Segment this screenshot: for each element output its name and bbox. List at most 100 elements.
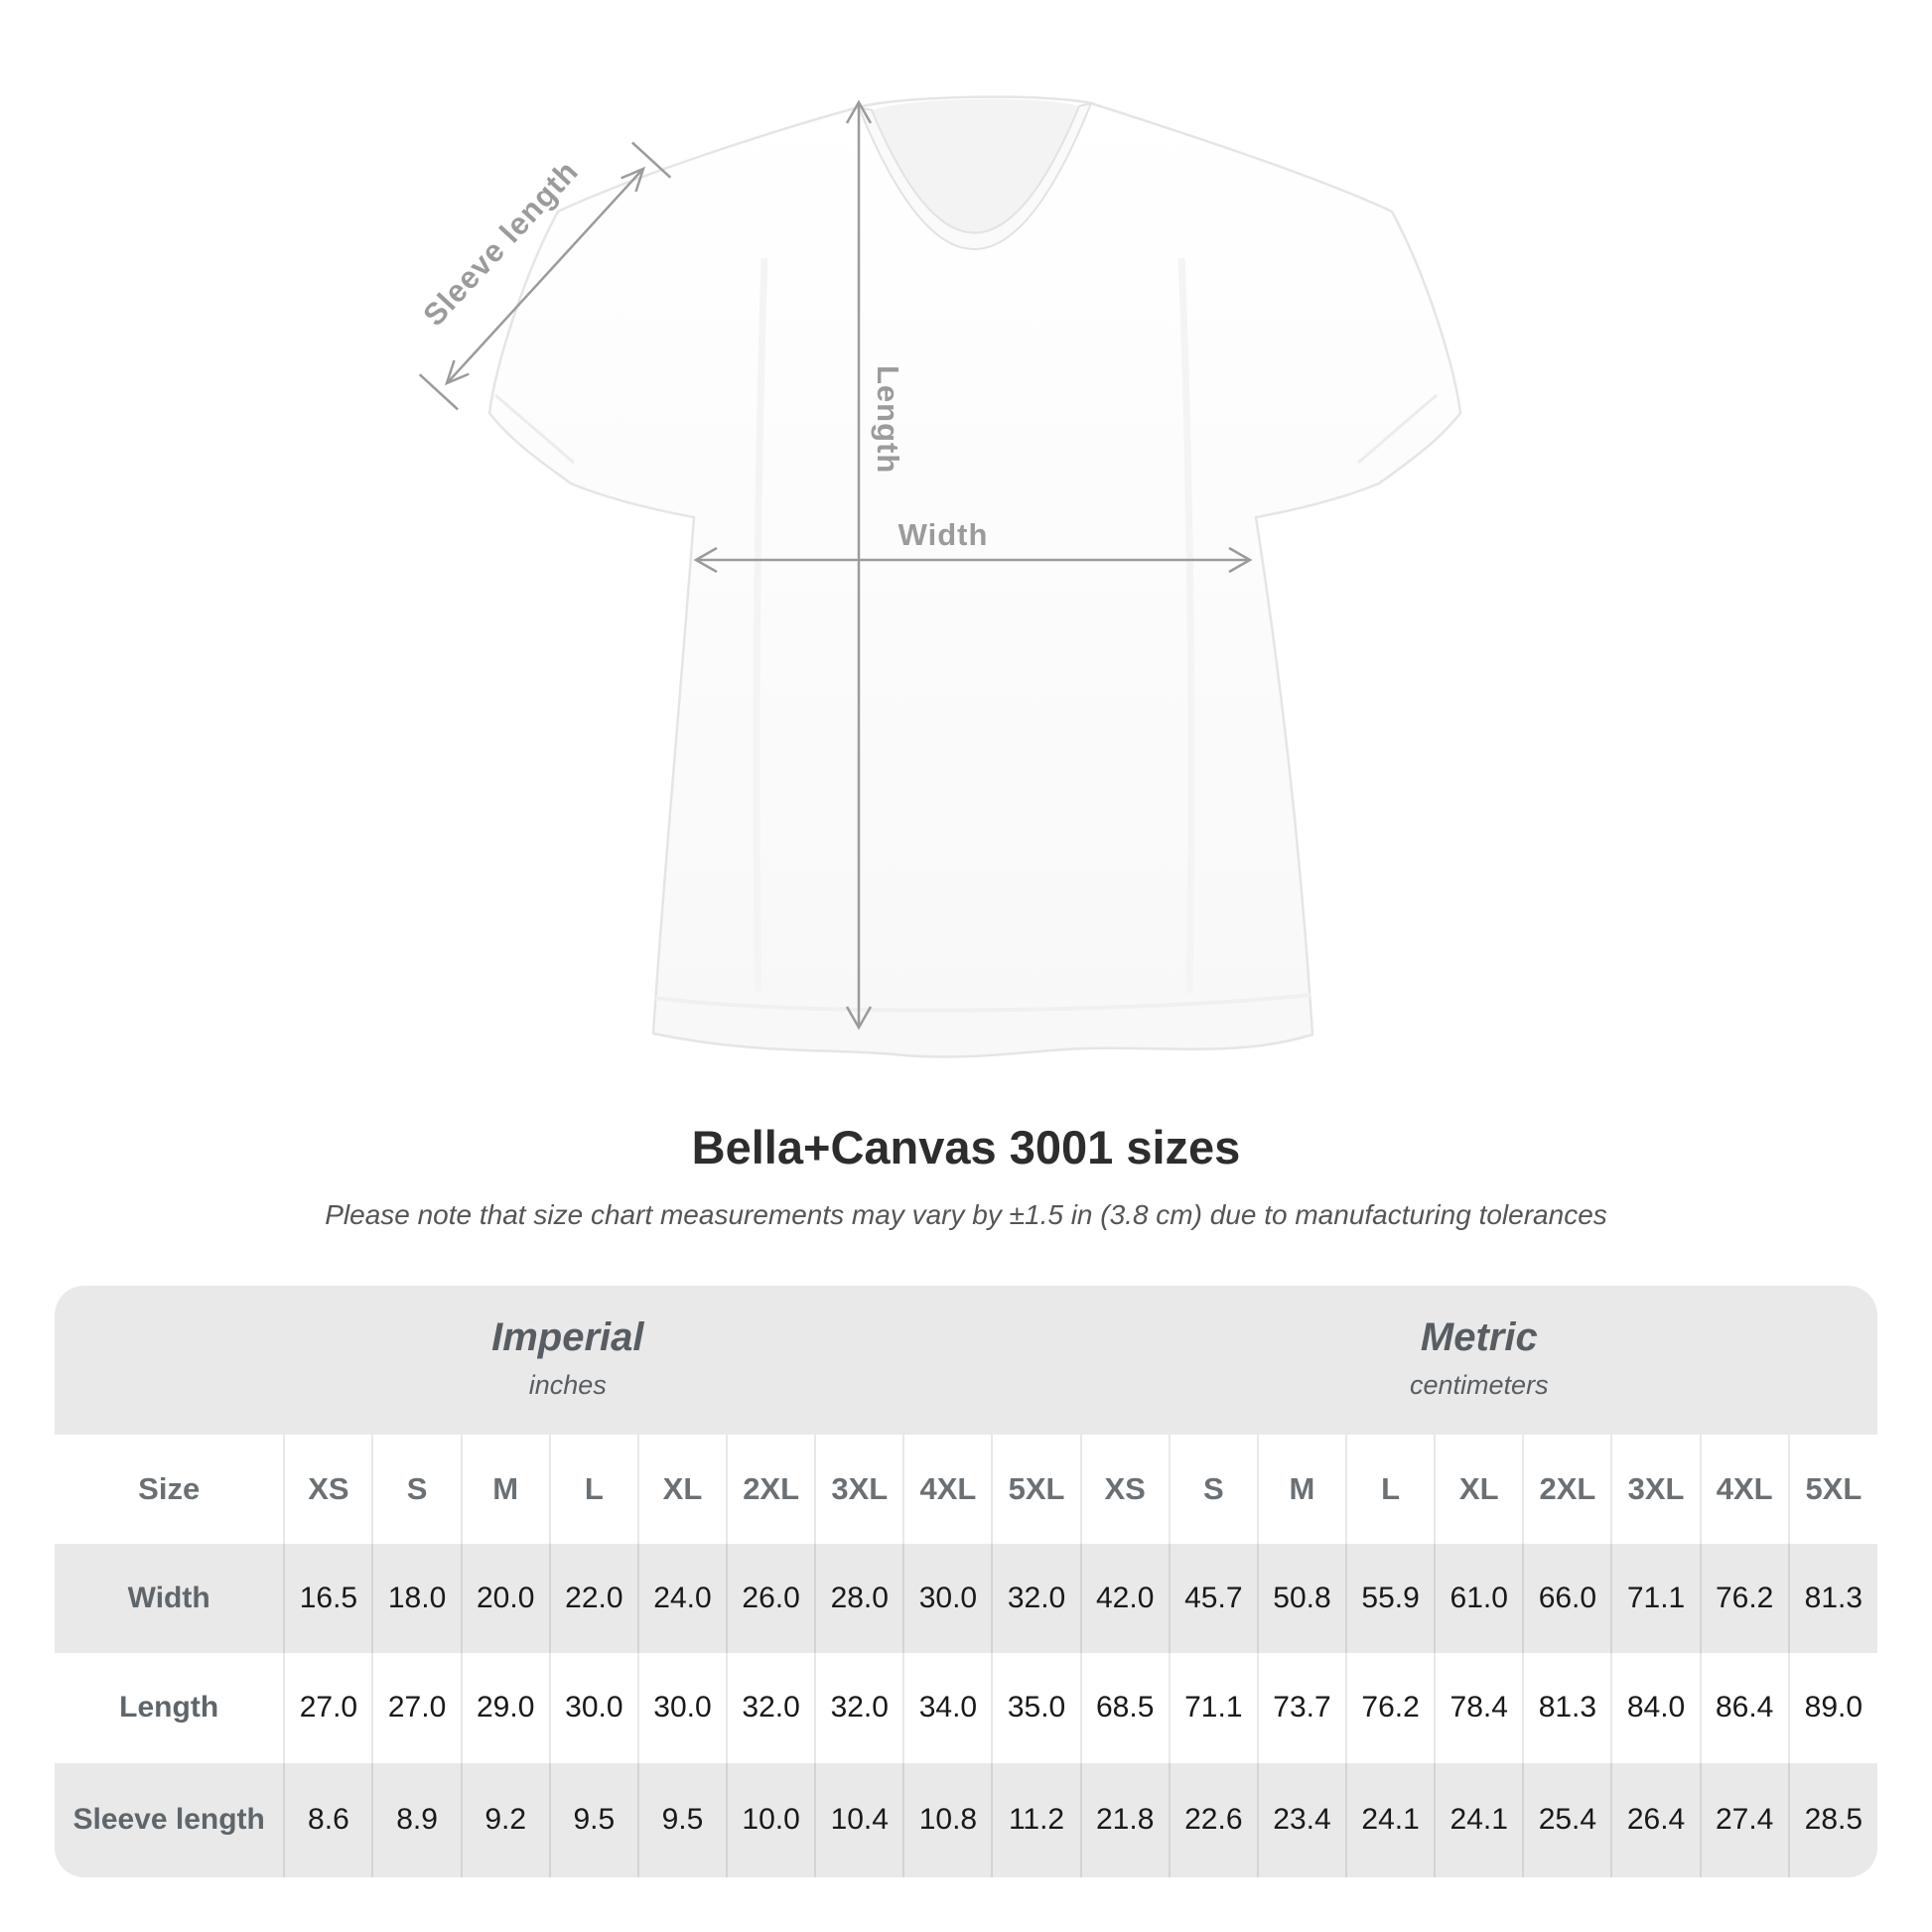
table-row-sleeve-length: Sleeve length 8.6 8.9 9.2 9.5 9.5 10.0 10.4 10.8… bbox=[55, 1762, 1877, 1877]
size-header-metric-xs: XS bbox=[1079, 1435, 1170, 1544]
size-table: Imperial inches Metric centimeters Size X… bbox=[55, 1286, 1877, 1877]
cell-metric: 84.0 bbox=[1610, 1653, 1701, 1763]
cell-metric: 42.0 bbox=[1079, 1544, 1170, 1654]
cell-imperial: 27.0 bbox=[283, 1653, 373, 1763]
cell-imperial: 9.5 bbox=[636, 1762, 728, 1877]
cell-imperial: 18.0 bbox=[371, 1544, 462, 1654]
table-row-length: Length 27.0 27.0 29.0 30.0 30.0 32.0 32.0 34.0 35… bbox=[55, 1653, 1877, 1763]
metric-group-header: Metric centimeters bbox=[1081, 1286, 1877, 1435]
cell-imperial: 32.0 bbox=[814, 1653, 904, 1763]
size-header-metric-5xl: 5XL bbox=[1787, 1435, 1877, 1544]
cell-imperial: 9.2 bbox=[460, 1762, 550, 1877]
size-header-imperial-2xl: 2XL bbox=[726, 1435, 816, 1544]
cell-imperial: 32.0 bbox=[726, 1653, 816, 1763]
cell-imperial: 9.5 bbox=[548, 1762, 638, 1877]
cell-metric: 23.4 bbox=[1256, 1762, 1347, 1877]
size-header-metric-xl: XL bbox=[1434, 1435, 1524, 1544]
metric-group-label: Metric bbox=[1420, 1315, 1538, 1359]
size-header-imperial-4xl: 4XL bbox=[902, 1435, 993, 1544]
cell-imperial: 8.9 bbox=[371, 1762, 462, 1877]
size-header-metric-3xl: 3XL bbox=[1610, 1435, 1701, 1544]
cell-metric: 22.6 bbox=[1168, 1762, 1258, 1877]
width-label: Width bbox=[898, 517, 989, 552]
cell-imperial: 10.0 bbox=[726, 1762, 816, 1877]
cell-metric: 81.3 bbox=[1522, 1653, 1612, 1763]
tshirt-diagram: Length Width Sleeve length bbox=[416, 95, 1462, 1058]
row-label: Length bbox=[119, 1691, 219, 1725]
cell-metric: 86.4 bbox=[1699, 1653, 1789, 1763]
cell-imperial: 8.6 bbox=[283, 1762, 373, 1877]
width-arrow bbox=[693, 546, 1253, 574]
cell-metric: 25.4 bbox=[1522, 1762, 1612, 1877]
size-column-header: Size bbox=[138, 1471, 201, 1506]
size-header-imperial-m: M bbox=[460, 1435, 550, 1544]
unit-group-row: Imperial inches Metric centimeters bbox=[55, 1286, 1877, 1435]
cell-imperial: 16.5 bbox=[283, 1544, 373, 1654]
imperial-group-header: Imperial inches bbox=[55, 1286, 1081, 1435]
cell-metric: 61.0 bbox=[1434, 1544, 1524, 1654]
size-header-metric-l: L bbox=[1345, 1435, 1436, 1544]
imperial-group-label: Imperial bbox=[491, 1315, 644, 1359]
cell-metric: 66.0 bbox=[1522, 1544, 1612, 1654]
page-title: Bella+Canvas 3001 sizes bbox=[691, 1121, 1241, 1173]
cell-imperial: 30.0 bbox=[902, 1544, 993, 1654]
row-label: Width bbox=[127, 1582, 210, 1615]
cell-metric: 27.4 bbox=[1699, 1762, 1789, 1877]
cell-metric: 26.4 bbox=[1610, 1762, 1701, 1877]
size-header-metric-2xl: 2XL bbox=[1522, 1435, 1612, 1544]
size-header-metric-s: S bbox=[1168, 1435, 1258, 1544]
cell-imperial: 29.0 bbox=[460, 1653, 550, 1763]
cell-metric: 71.1 bbox=[1168, 1653, 1258, 1763]
length-label: Length bbox=[871, 365, 905, 474]
size-header-imperial-3xl: 3XL bbox=[814, 1435, 904, 1544]
cell-imperial: 32.0 bbox=[991, 1544, 1081, 1654]
cell-metric: 78.4 bbox=[1434, 1653, 1524, 1763]
size-table-body: Width 16.5 18.0 20.0 22.0 24.0 26.0 28.0 30.0 32.… bbox=[55, 1544, 1877, 1877]
size-header-imperial-xl: XL bbox=[636, 1435, 728, 1544]
cell-imperial: 22.0 bbox=[548, 1544, 638, 1654]
cell-imperial: 24.0 bbox=[636, 1544, 728, 1654]
size-header-imperial-5xl: 5XL bbox=[991, 1435, 1081, 1544]
imperial-unit-label: inches bbox=[528, 1370, 607, 1400]
size-table-container: Imperial inches Metric centimeters Size X… bbox=[55, 1286, 1877, 1877]
cell-imperial: 10.8 bbox=[902, 1762, 993, 1877]
size-header-imperial-xs: XS bbox=[283, 1435, 373, 1544]
size-header-row: Size XS S M L XL 2XL 3XL 4XL 5XL XS S M L XL 2XL 3XL 4XL 5… bbox=[55, 1435, 1877, 1544]
cell-metric: 71.1 bbox=[1610, 1544, 1701, 1654]
cell-metric: 81.3 bbox=[1787, 1544, 1877, 1654]
cell-metric: 24.1 bbox=[1345, 1762, 1436, 1877]
cell-metric: 50.8 bbox=[1256, 1544, 1347, 1654]
size-header-imperial-l: L bbox=[548, 1435, 638, 1544]
cell-imperial: 26.0 bbox=[726, 1544, 816, 1654]
cell-imperial: 20.0 bbox=[460, 1544, 550, 1654]
cell-imperial: 30.0 bbox=[636, 1653, 728, 1763]
tolerance-note: Please note that size chart measurements… bbox=[325, 1199, 1607, 1230]
cell-metric: 76.2 bbox=[1345, 1653, 1436, 1763]
cell-imperial: 28.0 bbox=[814, 1544, 904, 1654]
length-arrow bbox=[845, 99, 873, 1031]
size-header-imperial-s: S bbox=[371, 1435, 462, 1544]
size-header-metric-4xl: 4XL bbox=[1699, 1435, 1789, 1544]
cell-imperial: 30.0 bbox=[548, 1653, 638, 1763]
size-header-metric-m: M bbox=[1256, 1435, 1347, 1544]
cell-imperial: 10.4 bbox=[814, 1762, 904, 1877]
tshirt-graphic bbox=[487, 95, 1462, 1058]
table-row-width: Width 16.5 18.0 20.0 22.0 24.0 26.0 28.0 30.0 32.… bbox=[55, 1544, 1877, 1654]
cell-imperial: 11.2 bbox=[991, 1762, 1081, 1877]
cell-metric: 45.7 bbox=[1168, 1544, 1258, 1654]
cell-imperial: 34.0 bbox=[902, 1653, 993, 1763]
cell-imperial: 27.0 bbox=[371, 1653, 462, 1763]
cell-metric: 55.9 bbox=[1345, 1544, 1436, 1654]
cell-metric: 89.0 bbox=[1787, 1653, 1877, 1763]
row-label: Sleeve length bbox=[72, 1803, 265, 1837]
cell-imperial: 35.0 bbox=[991, 1653, 1081, 1763]
cell-metric: 76.2 bbox=[1699, 1544, 1789, 1654]
cell-metric: 73.7 bbox=[1256, 1653, 1347, 1763]
cell-metric: 21.8 bbox=[1079, 1762, 1170, 1877]
cell-metric: 28.5 bbox=[1787, 1762, 1877, 1877]
cell-metric: 68.5 bbox=[1079, 1653, 1170, 1763]
sleeve-length-arrow bbox=[418, 141, 672, 411]
metric-unit-label: centimeters bbox=[1410, 1370, 1549, 1400]
cell-metric: 24.1 bbox=[1434, 1762, 1524, 1877]
